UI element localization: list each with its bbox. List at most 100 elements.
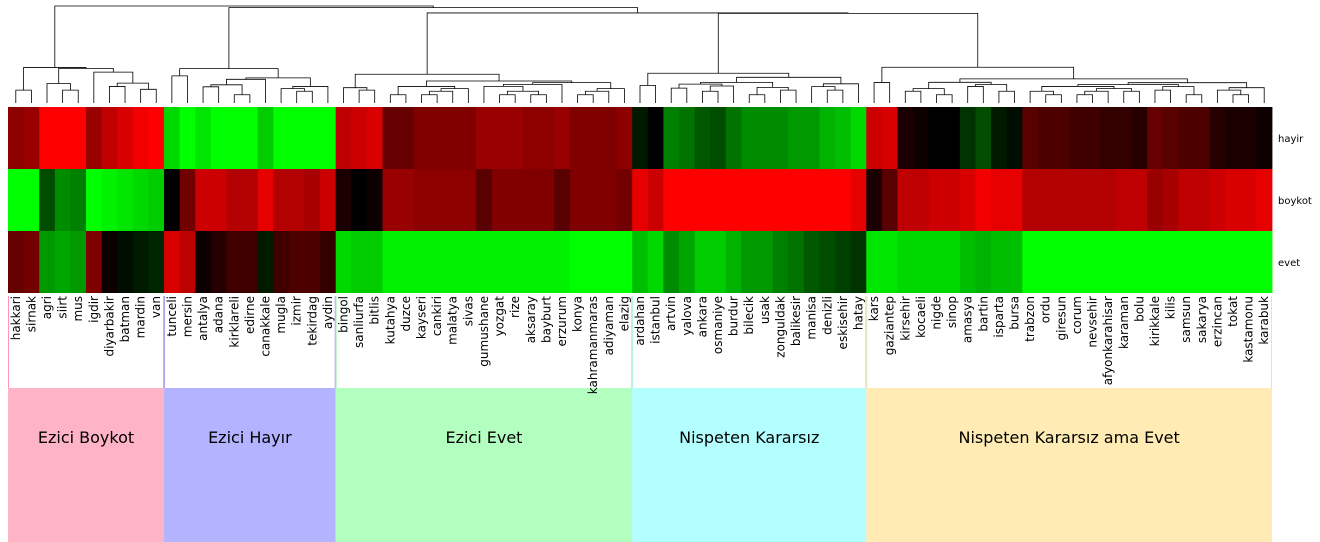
dendrogram-link-24	[15, 89, 32, 103]
cell-hayir-kirsehir	[897, 107, 914, 169]
cell-evet-mardin	[132, 231, 149, 293]
column-label-adana: adana	[212, 296, 226, 333]
cell-evet-mersin	[179, 231, 196, 293]
dendrogram-link-14	[440, 88, 469, 103]
cell-boykot-batman	[117, 169, 134, 231]
cell-evet-erzurum	[554, 231, 571, 293]
cell-evet-kastamonu	[1240, 231, 1257, 293]
cell-boykot-kahramanmaras	[585, 169, 602, 231]
cell-boykot-edirne	[242, 169, 259, 231]
column-label-mugla: mugla	[274, 296, 288, 334]
column-label-bilecik: bilecik	[742, 296, 756, 335]
column-label-kocaeli: kocaeli	[914, 296, 928, 338]
group-label-2: Ezici Evet	[445, 428, 522, 447]
cell-hayir-denizli	[819, 107, 836, 169]
column-label-cankiri: cankiri	[430, 296, 444, 336]
cell-boykot-osmaniye	[710, 169, 727, 231]
cell-evet-konya	[569, 231, 586, 293]
dendrogram-link-51	[426, 80, 573, 87]
cell-evet-erzincan	[1209, 231, 1226, 293]
group-box-3	[632, 388, 867, 542]
cell-boykot-nevsehir	[1084, 169, 1101, 231]
dendrogram-link-38	[670, 87, 688, 103]
column-label-igdir: igdir	[87, 296, 101, 323]
cell-hayir-erzurum	[554, 107, 571, 169]
cell-evet-nevsehir	[1084, 231, 1101, 293]
cell-hayir-adiyaman	[600, 107, 617, 169]
cell-evet-kocaeli	[913, 231, 930, 293]
column-label-kayseri: kayseri	[415, 296, 429, 339]
dendrogram-link-29	[826, 89, 844, 103]
cell-boykot-bartin	[975, 169, 992, 231]
cell-hayir-bartin	[975, 107, 992, 169]
dendrogram-link-17	[702, 90, 719, 103]
cell-boykot-tokat	[1225, 169, 1242, 231]
cell-hayir-sanliurfa	[351, 107, 368, 169]
cell-hayir-isparta	[991, 107, 1008, 169]
cell-hayir-gumushane	[476, 107, 493, 169]
cell-boykot-ankara	[694, 169, 711, 231]
cell-boykot-karabuk	[1256, 169, 1273, 231]
cell-hayir-osmaniye	[710, 107, 727, 169]
cell-hayir-zonguldak	[772, 107, 789, 169]
dendrogram-link-77	[426, 12, 849, 75]
cell-hayir-hatay	[850, 107, 867, 169]
cell-boykot-antalya	[195, 169, 212, 231]
cell-boykot-kutahya	[382, 169, 399, 231]
group-label-1: Ezici Hayır	[208, 428, 292, 447]
cell-hayir-kirklareli	[226, 107, 243, 169]
cell-evet-bingol	[335, 231, 352, 293]
row-label-evet: evet	[1278, 258, 1300, 269]
cell-boykot-tunceli	[164, 169, 181, 231]
cell-hayir-mugla	[273, 107, 290, 169]
cell-evet-cankiri	[429, 231, 446, 293]
cell-boykot-erzincan	[1209, 169, 1226, 231]
cell-hayir-siirt	[54, 107, 71, 169]
cell-boykot-erzurum	[554, 169, 571, 231]
cell-hayir-erzincan	[1209, 107, 1226, 169]
cell-hayir-igdir	[86, 107, 103, 169]
column-label-tunceli: tunceli	[165, 296, 179, 337]
column-label-gaziantep: gaziantep	[883, 296, 897, 355]
column-label-denizli: denizli	[820, 296, 834, 335]
column-label-mardin: mardin	[134, 296, 148, 338]
dendrogram-link-61	[116, 82, 149, 90]
column-label-burdur: burdur	[727, 296, 741, 336]
cell-boykot-bilecik	[741, 169, 758, 231]
dendrogram-link-12	[1185, 94, 1203, 103]
cell-evet-kilis	[1162, 231, 1179, 293]
cell-hayir-kilis	[1162, 107, 1179, 169]
cell-hayir-yalova	[679, 107, 696, 169]
dendrogram-link-1	[389, 94, 407, 103]
column-label-trabzon: trabzon	[1023, 296, 1037, 342]
cell-evet-yalova	[679, 231, 696, 293]
cell-evet-gumushane	[476, 231, 493, 293]
cell-evet-corum	[1069, 231, 1086, 293]
cell-evet-igdir	[86, 231, 103, 293]
cell-evet-agri	[39, 231, 56, 293]
cell-boykot-istanbul	[647, 169, 664, 231]
cell-boykot-siirt	[54, 169, 71, 231]
cell-hayir-antalya	[195, 107, 212, 169]
cell-evet-kirikkale	[1147, 231, 1164, 293]
column-label-karabuk: karabuk	[1257, 296, 1271, 345]
cell-evet-kars	[866, 231, 883, 293]
dendrogram-link-20	[904, 90, 922, 103]
cell-boykot-gumushane	[476, 169, 493, 231]
column-label-mus: mus	[71, 296, 85, 322]
cell-evet-sivas	[460, 231, 477, 293]
cell-boykot-van	[148, 169, 165, 231]
column-label-elazig: elazig	[617, 296, 631, 331]
cell-evet-denizli	[819, 231, 836, 293]
cell-hayir-mersin	[179, 107, 196, 169]
cell-boykot-kirikkale	[1147, 169, 1164, 231]
cell-boykot-sirnak	[23, 169, 40, 231]
cell-hayir-sivas	[460, 107, 477, 169]
dendrogram-link-25	[780, 89, 797, 103]
column-label-kastamonu: kastamonu	[1242, 296, 1256, 363]
cell-hayir-artvin	[663, 107, 680, 169]
dendrogram-link-73	[58, 68, 114, 84]
dendrogram-link-11	[1076, 94, 1093, 103]
dendrogram-link-63	[928, 81, 992, 89]
cell-evet-edirne	[242, 231, 259, 293]
